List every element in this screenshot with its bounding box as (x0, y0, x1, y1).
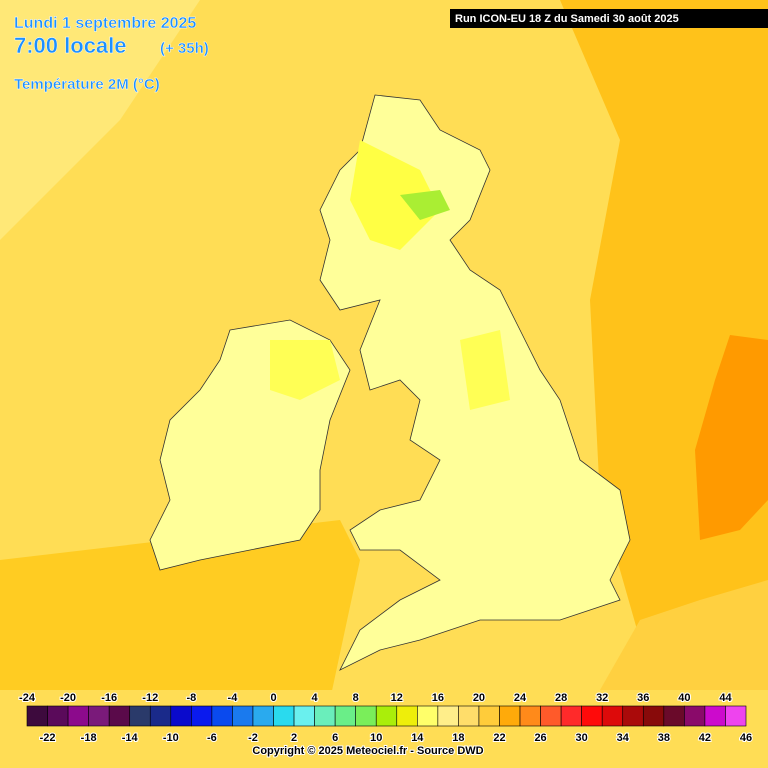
legend-tick-label: 0 (270, 692, 276, 704)
legend-tick-label: -4 (228, 692, 239, 704)
legend-tick-label: -12 (142, 692, 158, 704)
legend-swatch (725, 705, 747, 727)
field: Température 2M (°C) (14, 76, 160, 93)
legend-tick-label: 28 (555, 692, 567, 704)
legend-swatch (704, 705, 726, 727)
legend-swatch (149, 705, 172, 727)
legend-tick-label: 8 (353, 692, 359, 704)
hot-zone (695, 335, 768, 540)
time: 7:00 locale (14, 33, 127, 58)
legend-swatch (293, 705, 315, 727)
legend-tick-label: 32 (596, 692, 608, 704)
legend-tick-label: 16 (432, 692, 444, 704)
legend-tick-label: -16 (101, 692, 117, 704)
continent (600, 580, 768, 690)
legend-tick-label: 2 (291, 732, 297, 744)
run-banner (450, 9, 768, 28)
legend-tick-label: 22 (493, 732, 505, 744)
legend-swatch (375, 705, 398, 727)
lead: (+ 35h) (160, 40, 209, 57)
copyright: Copyright © 2025 Meteociel.fr - Source D… (252, 745, 483, 757)
legend-swatch (684, 705, 706, 727)
legend-swatch (47, 705, 69, 727)
legend-tick-label: 14 (411, 732, 424, 744)
legend-tick-label: -8 (186, 692, 196, 704)
legend-tick-label: -10 (163, 732, 179, 744)
legend-tick-label: 18 (452, 732, 464, 744)
legend-swatch (519, 705, 541, 727)
legend-tick-label: 4 (312, 692, 319, 704)
legend-swatch (273, 705, 295, 727)
highlands-cool (400, 190, 450, 220)
legend-tick-label: 20 (473, 692, 485, 704)
legend-swatch (26, 705, 48, 727)
legend-tick-label: 26 (534, 732, 546, 744)
legend-swatch (478, 705, 500, 727)
legend-swatch (458, 705, 480, 727)
legend-tick-label: 24 (514, 692, 527, 704)
legend-swatch (314, 705, 336, 727)
legend-swatch (334, 705, 356, 727)
legend-swatch (108, 705, 131, 727)
legend-swatch (437, 705, 459, 727)
legend-swatch (170, 705, 192, 727)
legend-tick-label: 12 (391, 692, 403, 704)
legend-swatch (67, 705, 89, 727)
legend-swatch (129, 705, 151, 727)
legend-tick-label: 6 (332, 732, 338, 744)
legend-tick-label: 38 (658, 732, 670, 744)
legend-tick-label: 34 (617, 732, 630, 744)
ireland-north (270, 340, 340, 400)
legend-swatch (396, 705, 418, 727)
legend-tick-label: -24 (19, 692, 36, 704)
legend-swatch (581, 705, 603, 727)
legend-tick-label: 42 (699, 732, 711, 744)
legend-swatch (211, 705, 233, 727)
legend-swatch (601, 705, 624, 727)
highlands (350, 140, 440, 250)
legend-swatch (232, 705, 254, 727)
legend-swatch (417, 705, 439, 727)
legend-tick-label: 36 (637, 692, 649, 704)
legend-panel (0, 690, 768, 768)
legend-swatch (540, 705, 562, 727)
legend-swatch (642, 705, 665, 727)
legend-tick-label: -2 (248, 732, 258, 744)
legend-tick-label: -14 (122, 732, 139, 744)
cool-zone (0, 0, 200, 240)
legend-tick-label: -6 (207, 732, 217, 744)
legend-swatch (252, 705, 274, 727)
legend-tick-label: 10 (370, 732, 382, 744)
legend-tick-label: -22 (40, 732, 56, 744)
warm-sea-south (0, 520, 360, 700)
legend-swatch (355, 705, 377, 727)
legend-swatch (622, 705, 644, 727)
legend-tick-label: -20 (60, 692, 76, 704)
legend-swatch (499, 705, 521, 727)
legend-tick-label: 44 (719, 692, 732, 704)
legend-tick-label: -18 (81, 732, 97, 744)
legend-tick-label: 40 (678, 692, 690, 704)
pennines (460, 330, 510, 410)
legend-tick-label: 46 (740, 732, 752, 744)
legend-swatch (88, 705, 110, 727)
legend-swatch (560, 705, 582, 727)
run-label: Run ICON-EU 18 Z du Samedi 30 août 2025 (455, 13, 679, 25)
date: Lundi 1 septembre 2025 (14, 15, 196, 32)
legend-swatch (663, 705, 685, 727)
legend-tick-label: 30 (576, 732, 588, 744)
legend-swatch (191, 705, 213, 727)
